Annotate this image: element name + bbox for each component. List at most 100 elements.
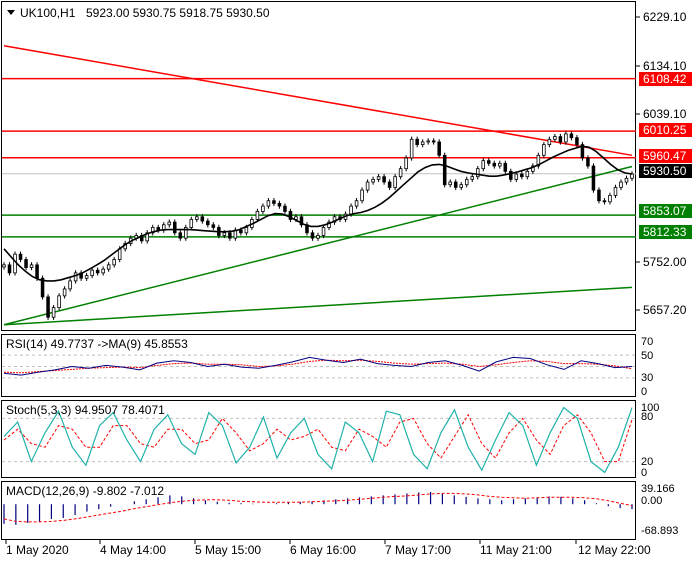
stoch-tick: 100: [641, 402, 659, 414]
candle-body: [531, 165, 535, 172]
level-label-bg: [639, 225, 692, 239]
x-tick-label: 4 May 14:00: [100, 543, 166, 557]
candle-body: [51, 307, 56, 318]
candle-body: [145, 232, 149, 242]
candle-body: [62, 288, 67, 297]
candle-body: [602, 200, 607, 203]
candle-body: [13, 253, 17, 274]
macd-signal-line: [3, 492, 633, 523]
candle-body: [24, 259, 28, 268]
price-labels: 6108.42 6010.25 5960.47 5930.50 5853.07 …: [639, 72, 692, 239]
price-tick: 6039.10: [643, 107, 687, 121]
candle-body: [448, 181, 452, 186]
candle-body: [481, 160, 486, 170]
price-tick: 6134.10: [643, 59, 687, 73]
macd-title: MACD(12,26,9) -9.802 -7.012: [6, 484, 164, 498]
candle-body: [316, 235, 320, 239]
candle-body: [613, 186, 618, 196]
candle-body: [608, 194, 612, 203]
candle-body: [547, 138, 552, 146]
moving-average-line: [3, 145, 633, 282]
candle-body: [393, 176, 397, 188]
candle-body: [112, 259, 116, 266]
candle-body: [261, 205, 265, 212]
rsi-tick: 0: [641, 386, 647, 398]
candle-body: [310, 232, 315, 239]
current-price-label-bg: [639, 164, 692, 178]
horizontal-levels: [2, 77, 636, 238]
candle-body: [283, 205, 287, 212]
level-label: 5853.07: [643, 204, 687, 218]
candles: [2, 131, 634, 320]
candle-body: [184, 227, 188, 239]
candle-body: [40, 277, 45, 298]
candle-body: [503, 162, 508, 172]
candle-body: [2, 264, 6, 268]
candle-body: [459, 184, 463, 188]
candle-body: [492, 162, 497, 167]
macd-tick: -68.893: [641, 525, 678, 537]
candle-body: [420, 141, 425, 146]
triangle-down-icon[interactable]: [7, 10, 15, 15]
candle-body: [371, 178, 375, 183]
candle-body: [553, 136, 557, 140]
candle-body: [173, 221, 177, 234]
candle-body: [288, 211, 293, 220]
candle-body: [101, 268, 105, 274]
ohlc-values: 5923.00 5930.75 5918.75 5930.50: [86, 6, 270, 20]
candle-body: [349, 205, 353, 215]
candle-body: [35, 264, 39, 279]
stoch-signal-line: [3, 413, 633, 463]
stoch-main-line: [3, 406, 633, 474]
rsi-line: [3, 356, 633, 376]
candle-body: [365, 181, 370, 191]
macd-tick: 39.166: [641, 483, 675, 495]
rsi-tick: 30: [641, 372, 653, 384]
candle-body: [46, 296, 50, 318]
macd-panel-frame: [1, 481, 636, 540]
candle-body: [398, 168, 403, 178]
candle-body: [624, 177, 629, 183]
stoch-tick: 20: [641, 456, 653, 468]
candle-body: [222, 232, 227, 236]
rsi-tick: 50: [641, 350, 653, 362]
candle-body: [266, 200, 271, 207]
candle-body: [470, 176, 475, 180]
candle-body: [327, 221, 331, 228]
candle-body: [272, 200, 276, 204]
x-tick-label: 12 May 22:00: [578, 543, 651, 557]
candle-body: [18, 253, 23, 260]
price-panel-frame: [1, 1, 636, 331]
candle-body: [619, 181, 623, 188]
candle-body: [29, 264, 34, 268]
candle-body: [442, 154, 447, 186]
candle-body: [255, 211, 260, 220]
symbol-label: UK100,H1: [20, 6, 76, 20]
candle-body: [228, 232, 232, 239]
candle-body: [464, 178, 469, 186]
candle-body: [332, 216, 337, 223]
candle-body: [239, 229, 243, 234]
candle-body: [244, 227, 249, 234]
candle-body: [206, 220, 210, 226]
candle-body: [178, 232, 183, 239]
resistance-trendline: [3, 45, 633, 157]
candle-body: [277, 203, 282, 207]
price-tick: 5752.00: [643, 255, 687, 269]
candle-body: [106, 264, 111, 270]
candle-body: [514, 173, 519, 180]
rsi-tick: 70: [641, 336, 653, 348]
stoch-tick: 80: [641, 411, 653, 423]
candle-body: [437, 141, 441, 156]
candle-body: [189, 219, 194, 228]
level-label-bg: [639, 123, 692, 137]
candle-body: [299, 216, 304, 226]
x-tick-label: 1 May 2020: [6, 543, 69, 557]
candle-body: [580, 144, 585, 159]
candle-body: [498, 162, 502, 167]
candle-body: [415, 138, 419, 146]
candle-body: [431, 140, 436, 143]
rsi-title: RSI(14) 49.7737 ->MA(9) 45.8553: [6, 337, 188, 351]
rsi-ma-line: [3, 359, 633, 374]
